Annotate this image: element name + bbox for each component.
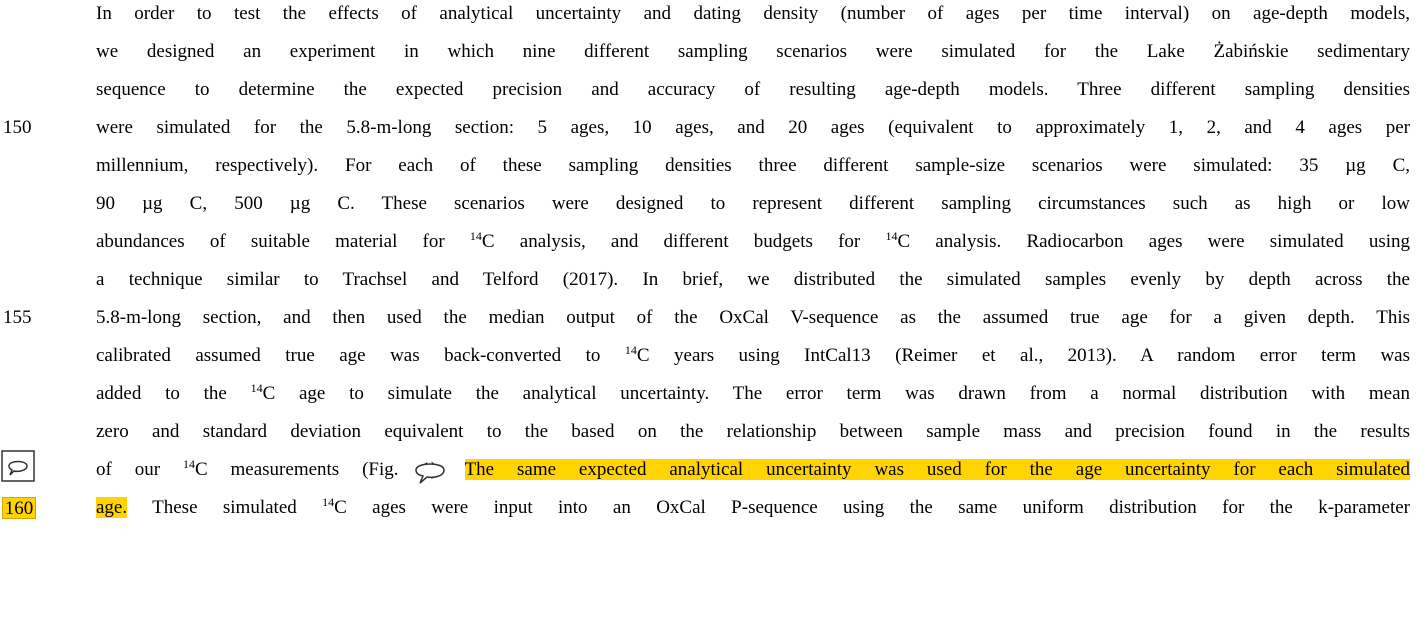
line-text: millennium, respectively). For each of t… [96, 147, 1410, 185]
superscript: 14 [469, 229, 482, 243]
text-line: millennium, respectively). For each of t… [0, 147, 1421, 185]
text-line: 150 were simulated for the 5.8-m-long sec… [0, 109, 1421, 147]
text-line: a technique similar to Trachsel and Telf… [0, 261, 1421, 299]
text-run: of our [96, 459, 183, 480]
line-number: 150 [3, 117, 32, 138]
line-text: added to the 14C age to simulate the ana… [96, 375, 1410, 413]
text-run: C measurements (Fig. 1). [194, 459, 465, 480]
text-line: 155 5.8-m-long section, and then used the… [0, 299, 1421, 337]
line-text: 90 µg C, 500 µg C. These scenarios were … [96, 185, 1410, 223]
superscript: 14 [322, 495, 335, 509]
highlighted-text: age. [96, 497, 128, 518]
line-text: In order to test the effects of analytic… [96, 0, 1410, 33]
text-run: C ages were input into an OxCal P-sequen… [334, 497, 1410, 518]
text-run: millennium, respectively). For each of t… [96, 155, 1410, 176]
text-run: a technique similar to Trachsel and Telf… [96, 269, 1410, 290]
line-text: age. These simulated 14C ages were input… [96, 489, 1410, 527]
text-run: sequence to determine the expected preci… [96, 79, 1410, 100]
text-run: These simulated [127, 497, 323, 518]
text-run: C years using IntCal13 (Reimer et al., 2… [636, 345, 1410, 366]
text-run: 90 µg C, 500 µg C. These scenarios were … [96, 193, 1410, 214]
document: In order to test the effects of analytic… [0, 0, 1421, 527]
line-number: 155 [3, 307, 32, 328]
text-run: added to the [96, 383, 251, 404]
text-line: calibrated assumed true age was back-con… [0, 337, 1421, 375]
text-run: zero and standard deviation equivalent t… [96, 421, 1410, 442]
text-run: were simulated for the 5.8-m-long sectio… [96, 117, 1410, 138]
text-run: C analysis. Radiocarbon ages were simula… [897, 231, 1411, 252]
text-run: we designed an experiment in which nine … [96, 41, 1410, 62]
text-line: In order to test the effects of analytic… [0, 0, 1421, 33]
superscript: 14 [624, 343, 637, 357]
line-text: we designed an experiment in which nine … [96, 33, 1410, 71]
superscript: 14 [885, 229, 898, 243]
text-line: we designed an experiment in which nine … [0, 33, 1421, 71]
comment-icon[interactable] [1, 450, 35, 482]
line-text: of our 14C measurements (Fig. 1). The sa… [96, 451, 1411, 489]
line-text: 5.8-m-long section, and then used the me… [96, 299, 1410, 337]
line-text: abundances of suitable material for 14C … [96, 223, 1410, 261]
line-number: 160 [2, 497, 36, 519]
line-text: sequence to determine the expected preci… [96, 71, 1410, 109]
text-run: calibrated assumed true age was back-con… [96, 345, 625, 366]
text-run: 5.8-m-long section, and then used the me… [96, 307, 1410, 328]
text-run: C age to simulate the analytical uncerta… [262, 383, 1411, 404]
text-run: C analysis, and different budgets for [481, 231, 886, 252]
text-line: 160 age. These simulated 14C ages were in… [0, 489, 1421, 527]
line-text: calibrated assumed true age was back-con… [96, 337, 1410, 375]
line-text: were simulated for the 5.8-m-long sectio… [96, 109, 1410, 147]
superscript: 14 [250, 381, 263, 395]
text-run: In order to test the effects of analytic… [96, 3, 1410, 24]
line-text: a technique similar to Trachsel and Telf… [96, 261, 1410, 299]
text-line: of our 14C measurements (Fig. 1). The sa… [0, 451, 1421, 489]
superscript: 14 [182, 457, 195, 471]
text-line: 90 µg C, 500 µg C. These scenarios were … [0, 185, 1421, 223]
line-text: zero and standard deviation equivalent t… [96, 413, 1410, 451]
text-line: zero and standard deviation equivalent t… [0, 413, 1421, 451]
text-line: added to the 14C age to simulate the ana… [0, 375, 1421, 413]
comment-icon[interactable] [412, 456, 448, 486]
text-line: sequence to determine the expected preci… [0, 71, 1421, 109]
text-line: abundances of suitable material for 14C … [0, 223, 1421, 261]
highlighted-text: The same expected analytical uncertainty… [464, 459, 1411, 480]
text-run: abundances of suitable material for [96, 231, 470, 252]
